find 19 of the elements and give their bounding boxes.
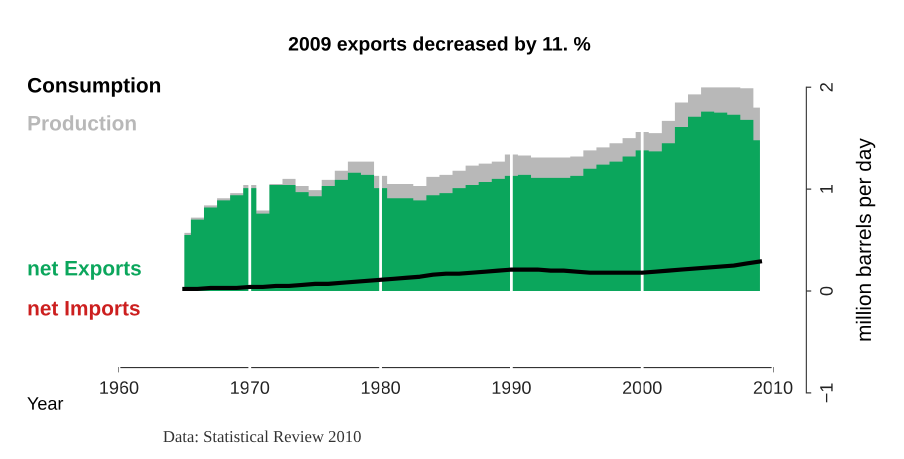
x-tick-label: 1960 <box>100 381 138 394</box>
text: Production <box>28 115 136 131</box>
y-tick-label: 0 <box>820 286 833 296</box>
text: Consumption <box>28 77 160 97</box>
x-tick-label: 1980 <box>362 381 400 394</box>
line-series <box>182 259 762 292</box>
y-tick-label: 1 <box>820 184 833 193</box>
y-tick-label: 2 <box>820 83 833 92</box>
x-tick-label: 1970 <box>231 381 270 394</box>
text: Data: Statistical Review 2010 <box>163 430 361 442</box>
x-tick-label: 1990 <box>492 381 531 394</box>
x-tick-label: 2000 <box>623 381 662 394</box>
legend-label: net Imports <box>28 301 140 320</box>
x-tick-label: 2010 <box>754 381 792 394</box>
y-tick-label: −1 <box>820 383 833 402</box>
text: net Exports <box>28 261 141 280</box>
y-axis-title: million barrels per day <box>856 138 876 341</box>
chart-title: 2009 exports decreased by 11. % <box>288 36 590 55</box>
x-axis-title: Year <box>27 397 64 410</box>
